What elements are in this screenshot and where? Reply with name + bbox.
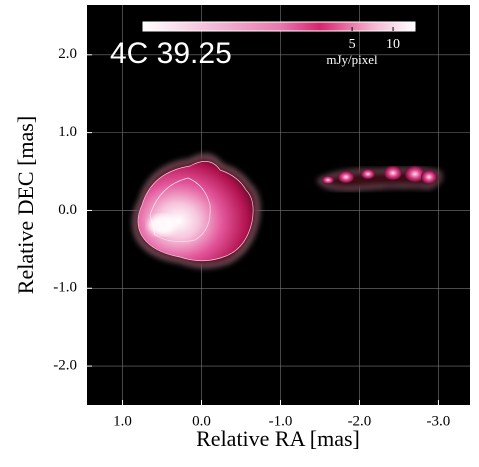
x-tick-label: 0.0 — [192, 413, 211, 429]
x-tick-label: -1.0 — [269, 413, 293, 429]
y-tick-label: 1.0 — [58, 124, 77, 140]
y-tick-label: 2.0 — [58, 46, 77, 62]
x-tick-label: 1.0 — [113, 413, 132, 429]
chart-title: 4C 39.25 — [110, 37, 232, 70]
y-tick-label: 0.0 — [58, 202, 77, 218]
x-tick-label: -2.0 — [348, 413, 372, 429]
y-tick-label: -2.0 — [53, 358, 77, 374]
colorbar-tick-label: 10 — [386, 37, 400, 52]
y-tick-label: -1.0 — [53, 280, 77, 296]
colorbar-label: mJy/pixel — [326, 52, 378, 67]
x-tick-label: -3.0 — [427, 413, 451, 429]
colorbar — [142, 21, 416, 32]
emission — [133, 154, 442, 268]
x-axis-label: Relative RA [mas] — [196, 426, 360, 451]
y-axis-label: Relative DEC [mas] — [13, 116, 38, 294]
colorbar-tick-label: 5 — [349, 37, 356, 52]
